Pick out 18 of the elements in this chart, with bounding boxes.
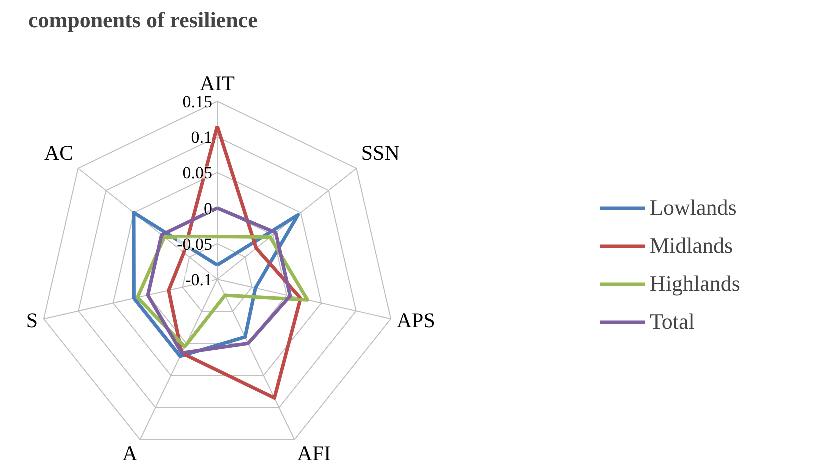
y-tick-label: -0.05 xyxy=(177,234,213,254)
spoke-label: SSN xyxy=(361,140,400,165)
legend-label: Lowlands xyxy=(650,195,737,221)
spoke-label: AC xyxy=(44,140,74,165)
spoke-label: AIT xyxy=(200,72,236,96)
legend-label: Total xyxy=(650,309,695,335)
spoke-label: APS xyxy=(396,308,436,332)
y-tick-label: -0.1 xyxy=(186,270,213,290)
legend-label: Highlands xyxy=(650,271,740,297)
y-tick-label: 0.1 xyxy=(191,128,212,148)
y-tick-label: 0.05 xyxy=(182,164,212,183)
y-tick-label: 0 xyxy=(204,199,212,218)
spoke-label: A xyxy=(122,441,138,466)
chart-title: components of resilience xyxy=(28,8,258,32)
legend-label: Midlands xyxy=(650,233,734,259)
y-tick-label: 0.15 xyxy=(182,92,212,112)
spoke-label: S xyxy=(26,308,38,332)
spoke-label: AFI xyxy=(297,441,332,466)
